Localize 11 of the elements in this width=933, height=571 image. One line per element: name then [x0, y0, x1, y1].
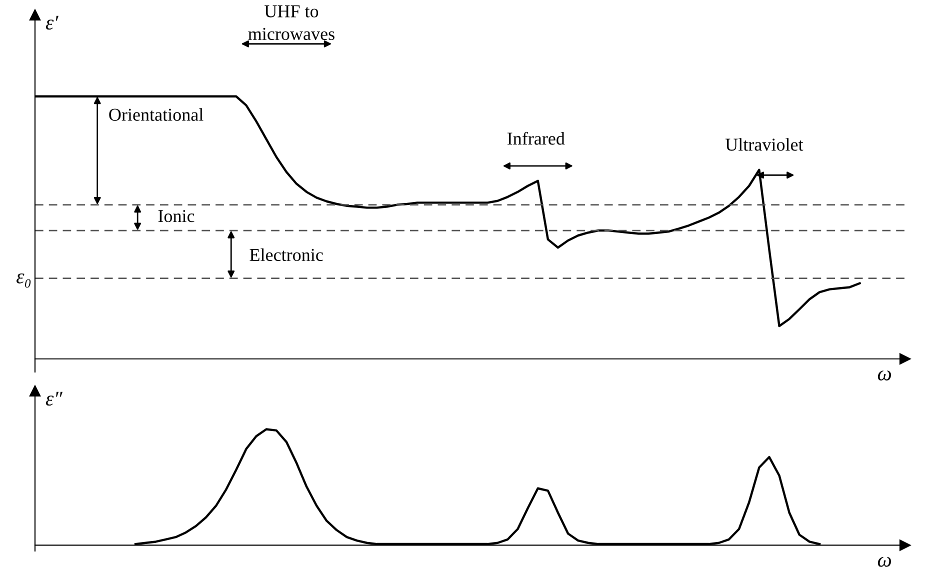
text: UHF to microwaves — [248, 5, 334, 40]
annotation: Orientational — [109, 108, 204, 121]
annotation: Infrared — [507, 132, 565, 145]
annotation: Ionic — [158, 210, 194, 222]
x-axis-title: ω — [878, 556, 892, 567]
y-axis-title: ε″ — [46, 392, 63, 406]
annotation: Electronic — [250, 248, 323, 262]
y-axis-title: ε′ — [46, 16, 58, 30]
annotation: Ultraviolet — [725, 138, 804, 151]
ref-line-label: ε₀ — [16, 273, 31, 288]
x-axis-title: ω — [878, 370, 892, 380]
